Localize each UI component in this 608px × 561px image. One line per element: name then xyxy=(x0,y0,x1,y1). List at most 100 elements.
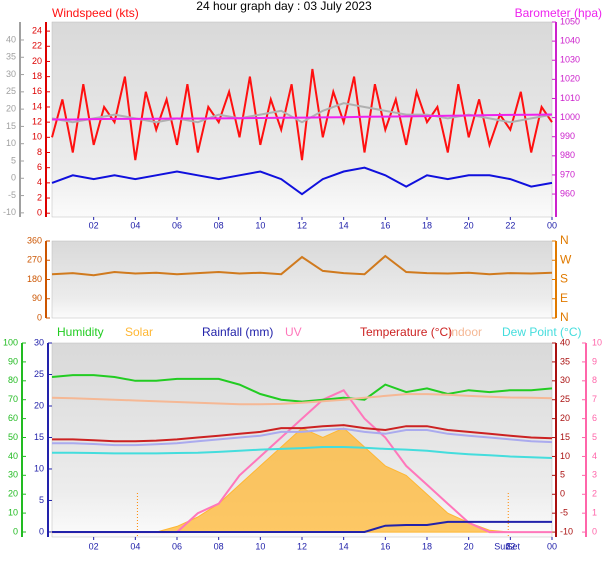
y-tick-label: 2 xyxy=(37,192,42,202)
plot-area xyxy=(51,240,553,319)
y-tick-label: 40 xyxy=(8,451,18,461)
series-line xyxy=(52,113,553,121)
y-tick-label: 7 xyxy=(592,394,597,404)
y-tick-label: 12 xyxy=(32,117,42,127)
x-tick-label: 20 xyxy=(464,220,474,230)
y-tick-label: 5 xyxy=(560,470,565,480)
y-tick-label: 2 xyxy=(592,489,597,499)
y-tick-label: 10 xyxy=(8,507,18,517)
y-tick-label: 1030 xyxy=(560,55,580,65)
y-tick-label: 25 xyxy=(6,86,16,96)
y-tick-label: 10 xyxy=(32,132,42,142)
y-tick-label: 0 xyxy=(37,208,42,218)
x-tick-label: 06 xyxy=(172,541,182,551)
series-line xyxy=(52,424,553,443)
annotation: Set xyxy=(506,541,520,551)
y-tick-label: 30 xyxy=(6,69,16,79)
series-line xyxy=(52,427,553,447)
y-tick-label: 50 xyxy=(8,432,18,442)
y-tick-label: 90 xyxy=(8,356,18,366)
y-tick-label: 70 xyxy=(8,394,18,404)
y-tick-label: 25 xyxy=(34,369,44,379)
x-tick-label: 12 xyxy=(297,220,307,230)
y-tick-label: 20 xyxy=(34,400,44,410)
y-tick-label: 10 xyxy=(592,337,602,347)
y-tick-label: 15 xyxy=(560,432,570,442)
y-tick-label: N xyxy=(560,310,569,324)
y-tick-label: 180 xyxy=(27,274,42,284)
y-tick-label: 15 xyxy=(34,432,44,442)
x-tick-label: 22 xyxy=(505,541,515,551)
y-tick-label: 22 xyxy=(32,41,42,51)
y-tick-label: 20 xyxy=(6,104,16,114)
y-tick-label: 15 xyxy=(6,121,16,131)
y-tick-label: 980 xyxy=(560,150,575,160)
y-tick-label: 9 xyxy=(592,356,597,366)
y-tick-label: 270 xyxy=(27,255,42,265)
y-tick-label: 35 xyxy=(6,52,16,62)
x-tick-label: 10 xyxy=(255,220,265,230)
y-tick-label: 35 xyxy=(560,356,570,366)
y-tick-label: 5 xyxy=(39,495,44,505)
chart-title: 24 hour graph day : 03 July 2023 xyxy=(196,0,372,13)
legend-label: Windspeed (kts) xyxy=(52,6,139,20)
x-tick-label: 00 xyxy=(547,541,557,551)
y-tick-label: 0 xyxy=(592,526,597,536)
y-tick-label: 1000 xyxy=(560,112,580,122)
series-line xyxy=(51,254,553,277)
y-tick-label: 25 xyxy=(560,394,570,404)
y-tick-label: 1040 xyxy=(560,35,580,45)
x-tick-label: 08 xyxy=(214,220,224,230)
y-tick-label: 8 xyxy=(592,375,597,385)
y-tick-label: 16 xyxy=(32,86,42,96)
series-line xyxy=(51,68,553,161)
y-tick-label: 1050 xyxy=(560,16,580,26)
y-tick-label: 1010 xyxy=(560,93,580,103)
x-tick-label: 14 xyxy=(339,220,349,230)
x-tick-label: 02 xyxy=(89,541,99,551)
y-tick-label: 20 xyxy=(8,489,18,499)
y-tick-label: 5 xyxy=(11,155,16,165)
y-tick-label: 8 xyxy=(37,147,42,157)
y-tick-label: 80 xyxy=(8,375,18,385)
y-tick-label: 0 xyxy=(37,312,42,322)
x-tick-label: 02 xyxy=(89,220,99,230)
series-line xyxy=(51,393,553,406)
y-tick-label: 960 xyxy=(560,188,575,198)
y-tick-label: 3 xyxy=(592,470,597,480)
y-tick-label: 24 xyxy=(32,25,42,35)
y-tick-label: -5 xyxy=(560,508,568,518)
y-tick-label: 0 xyxy=(11,173,16,183)
series-line xyxy=(51,166,553,196)
y-tick-label: 30 xyxy=(34,337,44,347)
y-tick-label: 360 xyxy=(27,235,42,245)
y-tick-label: 4 xyxy=(592,451,597,461)
legend-label: Temperature (°C) xyxy=(360,325,452,339)
y-tick-label: 1020 xyxy=(560,74,580,84)
y-tick-label: 6 xyxy=(592,413,597,423)
x-tick-label: 20 xyxy=(464,541,474,551)
y-tick-label: 60 xyxy=(8,413,18,423)
series-line xyxy=(52,520,552,533)
y-tick-label: -10 xyxy=(560,526,573,536)
y-tick-label: 0 xyxy=(560,489,565,499)
y-tick-label: S xyxy=(560,272,568,286)
y-tick-label: 990 xyxy=(560,131,575,141)
y-tick-label: N xyxy=(560,233,569,247)
y-tick-label: -10 xyxy=(3,207,16,217)
x-tick-label: 10 xyxy=(255,541,265,551)
y-tick-label: 1 xyxy=(592,508,597,518)
annotation: Sun xyxy=(494,541,510,551)
y-tick-label: 40 xyxy=(6,34,16,44)
legend-label: Barometer (hpa) xyxy=(515,6,602,20)
y-tick-label: 5 xyxy=(592,432,597,442)
x-tick-label: 14 xyxy=(339,541,349,551)
y-tick-label: 90 xyxy=(32,293,42,303)
x-tick-label: 04 xyxy=(130,541,140,551)
legend-label: Dew Point (°C) xyxy=(502,325,581,339)
y-tick-label: 100 xyxy=(3,337,18,347)
x-tick-label: 16 xyxy=(380,220,390,230)
y-tick-label: 970 xyxy=(560,169,575,179)
legend-label: Humidity xyxy=(57,325,104,339)
